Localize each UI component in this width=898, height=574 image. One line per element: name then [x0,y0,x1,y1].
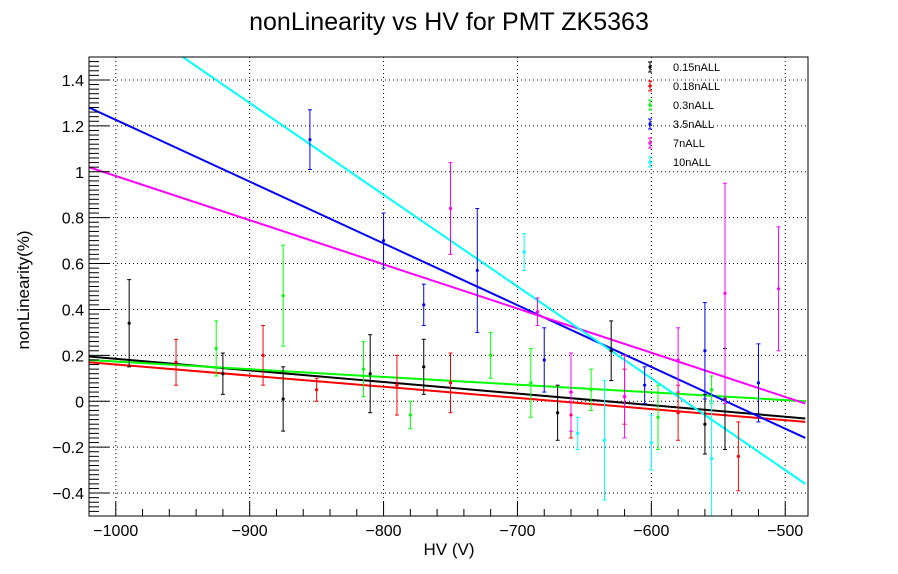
chart-title: nonLinearity vs HV for PMT ZK5363 [249,8,649,36]
y-tick-label: −0.4 [52,486,84,503]
data-point [315,388,319,392]
data-point [281,294,285,298]
series-7nALL [448,162,781,439]
data-point [381,239,386,243]
x-tick-label: −700 [499,523,535,540]
data-point [261,353,265,357]
series-0-3nALL [214,244,714,450]
legend-label: 3.5nALL [673,119,714,131]
data-point [542,358,546,362]
data-point [589,388,593,392]
data-point [308,138,312,142]
data-point [395,383,399,387]
data-point [361,367,366,371]
x-tick-label: −900 [232,523,268,540]
data-point [556,411,560,415]
data-point [214,346,218,351]
data-point [736,454,740,458]
legend-marker-dot [648,122,652,126]
y-axis-ticks: −0.4 −0.2 0 0.2 0.4 0.6 0.8 1 1.2 1.4 [52,56,109,517]
y-tick-label: 0 [75,394,84,411]
fit-line-3-5nALL [89,106,806,439]
data-point [709,457,714,461]
data-point [569,390,573,394]
data-point [622,395,627,399]
data-point [448,206,453,211]
data-point [703,422,707,426]
data-point [676,358,680,362]
x-tick-label: −800 [366,523,402,540]
y-tick-label: 1 [75,165,84,182]
grid-lines [89,57,808,516]
data-point [643,383,647,387]
data-point [489,353,493,357]
y-tick-label: 1.2 [62,119,84,136]
legend-marker-dot [648,141,652,145]
data-point [368,372,372,376]
y-tick-label: 1.4 [62,73,84,90]
legend-marker-dot [648,65,652,69]
y-tick-label: 0.8 [62,211,84,228]
data-point [408,413,412,417]
fit-line-0-18nALL [89,361,806,423]
data-point [422,365,426,369]
data-point [422,303,426,307]
y-axis-label: nonLinearity(%) [14,230,33,349]
data-point [522,250,526,254]
data-point [609,349,613,353]
data-point [529,381,533,385]
data-point [756,381,761,385]
data-point [649,440,653,445]
series-3-5nALL [307,109,761,423]
x-axis-ticks: −1000 −900 −800 −700 −600 −500 [88,502,803,540]
data-point [656,415,660,419]
data-point [281,397,285,401]
fit-line-0-3nALL [89,358,806,403]
data-point [703,349,707,353]
y-tick-label: −0.2 [52,440,84,457]
data-point [448,381,453,385]
legend-label: 0.15nALL [673,62,720,74]
legend-marker-dot [648,84,652,88]
data-point [709,388,714,392]
data-point [776,287,781,291]
series-0-15nALL [127,279,727,455]
x-axis-label: HV (V) [424,540,475,559]
x-tick-label: −500 [767,523,803,540]
legend-label: 0.3nALL [673,100,714,112]
y-tick-label: 0.2 [62,348,84,365]
data-point [676,411,680,415]
legend-marker-dot [648,103,652,107]
data-point [602,438,607,442]
data-point [174,360,178,364]
data-point [221,372,225,376]
fit-line-7nALL [89,166,806,405]
y-tick-label: 0.4 [62,302,84,319]
legend-label: 7nALL [673,138,705,150]
legend-label: 0.18nALL [673,81,720,93]
legend-marker-dot [648,160,652,164]
legend: 0.15nALL 0.18nALL 0.3nALL 3.5nALL 7nALL 10nAL… [648,61,720,169]
series-10nALL [522,233,714,516]
y-tick-label: 0.6 [62,257,84,274]
data-point [127,321,131,325]
data-points [127,109,781,516]
data-point [475,268,479,273]
data-point [576,431,580,435]
data-point [723,291,727,295]
fit-line-10nALL [182,57,806,485]
fit-lines [89,57,806,485]
x-tick-label: −1000 [93,523,138,540]
legend-label: 10nALL [673,157,711,169]
x-tick-label: −600 [633,523,669,540]
data-point [535,310,540,314]
